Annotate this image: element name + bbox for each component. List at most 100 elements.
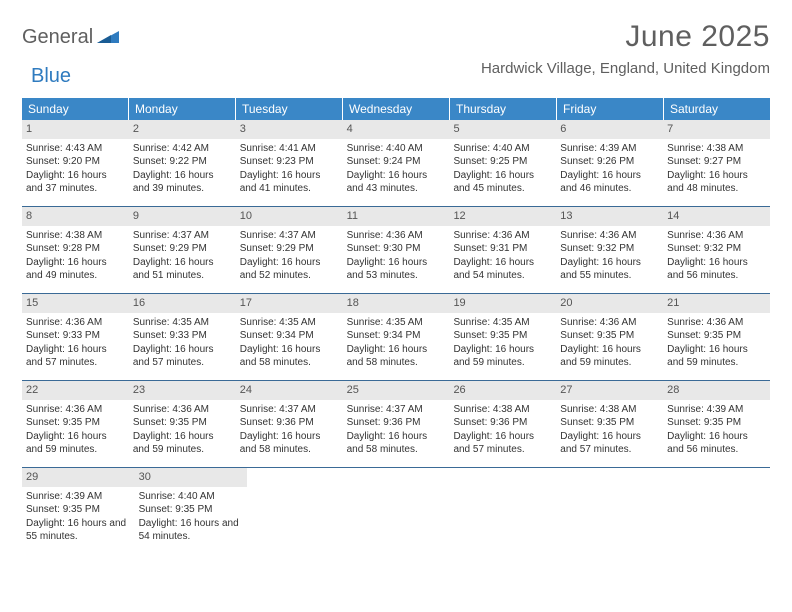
day-cell: 29 Sunrise: 4:39 AMSunset: 9:35 PMDayligh… bbox=[22, 468, 135, 554]
day-details: Sunrise: 4:39 AMSunset: 9:26 PMDaylight:… bbox=[560, 142, 659, 196]
empty-cell bbox=[352, 468, 457, 554]
day-number: 18 bbox=[343, 294, 450, 313]
day-cell: 27Sunrise: 4:38 AMSunset: 9:35 PMDayligh… bbox=[556, 381, 663, 467]
day-details: Sunrise: 4:35 AMSunset: 9:34 PMDaylight:… bbox=[240, 316, 339, 370]
day-details: Sunrise: 4:36 AMSunset: 9:32 PMDaylight:… bbox=[667, 229, 766, 283]
day-cell: 14 Sunrise: 4:36 AMSunset: 9:32 PMDayligh… bbox=[663, 207, 770, 293]
day-cell: 25 Sunrise: 4:37 AMSunset: 9:36 PMDayligh… bbox=[343, 381, 450, 467]
day-header: Wednesday bbox=[343, 98, 450, 120]
day-details: Sunrise: 4:37 AMSunset: 9:29 PMDaylight:… bbox=[240, 229, 339, 283]
day-details: Sunrise: 4:40 AMSunset: 9:25 PMDaylight:… bbox=[453, 142, 552, 196]
day-details: Sunrise: 4:38 AMSunset: 9:27 PMDaylight:… bbox=[667, 142, 766, 196]
logo-triangle-icon bbox=[97, 29, 119, 48]
day-number: 29 bbox=[22, 468, 135, 487]
day-number: 25 bbox=[343, 381, 450, 400]
day-details: Sunrise: 4:39 AMSunset: 9:35 PMDaylight:… bbox=[667, 403, 766, 457]
day-header: Monday bbox=[129, 98, 236, 120]
day-cell: 13 Sunrise: 4:36 AMSunset: 9:32 PMDayligh… bbox=[556, 207, 663, 293]
day-cell: 19 Sunrise: 4:35 AMSunset: 9:35 PMDayligh… bbox=[449, 294, 556, 380]
empty-cell bbox=[561, 468, 666, 554]
empty-cell bbox=[456, 468, 561, 554]
day-number: 15 bbox=[22, 294, 129, 313]
day-number: 22 bbox=[22, 381, 129, 400]
day-number: 12 bbox=[449, 207, 556, 226]
day-number: 26 bbox=[449, 381, 556, 400]
logo-word1: General bbox=[22, 26, 93, 49]
day-details: Sunrise: 4:37 AMSunset: 9:29 PMDaylight:… bbox=[133, 229, 232, 283]
day-number: 4 bbox=[343, 120, 450, 139]
day-cell: 16Sunrise: 4:35 AMSunset: 9:33 PMDayligh… bbox=[129, 294, 236, 380]
day-header: Thursday bbox=[450, 98, 557, 120]
day-cell: 30 Sunrise: 4:40 AMSunset: 9:35 PMDayligh… bbox=[135, 468, 248, 554]
day-details: Sunrise: 4:36 AMSunset: 9:35 PMDaylight:… bbox=[560, 316, 659, 370]
day-number: 21 bbox=[663, 294, 770, 313]
day-number: 6 bbox=[556, 120, 663, 139]
day-number: 17 bbox=[236, 294, 343, 313]
day-details: Sunrise: 4:43 AMSunset: 9:20 PMDaylight:… bbox=[26, 142, 125, 196]
day-cell: 8Sunrise: 4:38 AMSunset: 9:28 PMDaylight… bbox=[22, 207, 129, 293]
day-cell: 4 Sunrise: 4:40 AMSunset: 9:24 PMDaylight… bbox=[343, 120, 450, 206]
day-number: 13 bbox=[556, 207, 663, 226]
day-number: 10 bbox=[236, 207, 343, 226]
day-header-row: SundayMondayTuesdayWednesdayThursdayFrid… bbox=[22, 98, 770, 120]
logo-word2: Blue bbox=[31, 65, 71, 88]
day-cell: 11Sunrise: 4:36 AMSunset: 9:30 PMDayligh… bbox=[343, 207, 450, 293]
day-details: Sunrise: 4:35 AMSunset: 9:35 PMDaylight:… bbox=[453, 316, 552, 370]
day-number: 16 bbox=[129, 294, 236, 313]
day-details: Sunrise: 4:42 AMSunset: 9:22 PMDaylight:… bbox=[133, 142, 232, 196]
day-number: 23 bbox=[129, 381, 236, 400]
week-row: 29 Sunrise: 4:39 AMSunset: 9:35 PMDayligh… bbox=[22, 468, 770, 554]
day-number: 24 bbox=[236, 381, 343, 400]
day-number: 14 bbox=[663, 207, 770, 226]
day-number: 2 bbox=[129, 120, 236, 139]
day-number: 3 bbox=[236, 120, 343, 139]
day-cell: 18 Sunrise: 4:35 AMSunset: 9:34 PMDayligh… bbox=[343, 294, 450, 380]
day-details: Sunrise: 4:40 AMSunset: 9:24 PMDaylight:… bbox=[347, 142, 446, 196]
day-details: Sunrise: 4:37 AMSunset: 9:36 PMDaylight:… bbox=[240, 403, 339, 457]
week-row: 1 Sunrise: 4:43 AMSunset: 9:20 PMDaylight… bbox=[22, 120, 770, 207]
day-cell: 24 Sunrise: 4:37 AMSunset: 9:36 PMDayligh… bbox=[236, 381, 343, 467]
day-header: Friday bbox=[557, 98, 664, 120]
month-title: June 2025 bbox=[481, 20, 770, 54]
day-cell: 20 Sunrise: 4:36 AMSunset: 9:35 PMDayligh… bbox=[556, 294, 663, 380]
empty-cell bbox=[247, 468, 352, 554]
day-header: Sunday bbox=[22, 98, 129, 120]
day-number: 20 bbox=[556, 294, 663, 313]
day-details: Sunrise: 4:36 AMSunset: 9:35 PMDaylight:… bbox=[26, 403, 125, 457]
day-cell: 10 Sunrise: 4:37 AMSunset: 9:29 PMDayligh… bbox=[236, 207, 343, 293]
day-number: 30 bbox=[135, 468, 248, 487]
location-text: Hardwick Village, England, United Kingdo… bbox=[481, 60, 770, 77]
day-cell: 9Sunrise: 4:37 AMSunset: 9:29 PMDaylight… bbox=[129, 207, 236, 293]
day-details: Sunrise: 4:37 AMSunset: 9:36 PMDaylight:… bbox=[347, 403, 446, 457]
day-cell: 21 Sunrise: 4:36 AMSunset: 9:35 PMDayligh… bbox=[663, 294, 770, 380]
day-details: Sunrise: 4:35 AMSunset: 9:34 PMDaylight:… bbox=[347, 316, 446, 370]
day-number: 5 bbox=[449, 120, 556, 139]
day-details: Sunrise: 4:36 AMSunset: 9:35 PMDaylight:… bbox=[133, 403, 232, 457]
day-cell: 28 Sunrise: 4:39 AMSunset: 9:35 PMDayligh… bbox=[663, 381, 770, 467]
day-cell: 1 Sunrise: 4:43 AMSunset: 9:20 PMDaylight… bbox=[22, 120, 129, 206]
day-cell: 23 Sunrise: 4:36 AMSunset: 9:35 PMDayligh… bbox=[129, 381, 236, 467]
day-details: Sunrise: 4:40 AMSunset: 9:35 PMDaylight:… bbox=[139, 490, 244, 544]
day-cell: 5 Sunrise: 4:40 AMSunset: 9:25 PMDaylight… bbox=[449, 120, 556, 206]
day-details: Sunrise: 4:39 AMSunset: 9:35 PMDaylight:… bbox=[26, 490, 131, 544]
day-number: 28 bbox=[663, 381, 770, 400]
day-number: 1 bbox=[22, 120, 129, 139]
logo: General bbox=[22, 20, 121, 49]
day-cell: 3 Sunrise: 4:41 AMSunset: 9:23 PMDaylight… bbox=[236, 120, 343, 206]
day-details: Sunrise: 4:36 AMSunset: 9:35 PMDaylight:… bbox=[667, 316, 766, 370]
week-row: 8Sunrise: 4:38 AMSunset: 9:28 PMDaylight… bbox=[22, 207, 770, 294]
day-details: Sunrise: 4:36 AMSunset: 9:31 PMDaylight:… bbox=[453, 229, 552, 283]
day-cell: 12 Sunrise: 4:36 AMSunset: 9:31 PMDayligh… bbox=[449, 207, 556, 293]
day-details: Sunrise: 4:38 AMSunset: 9:36 PMDaylight:… bbox=[453, 403, 552, 457]
day-number: 7 bbox=[663, 120, 770, 139]
day-cell: 15 Sunrise: 4:36 AMSunset: 9:33 PMDayligh… bbox=[22, 294, 129, 380]
day-number: 19 bbox=[449, 294, 556, 313]
day-number: 27 bbox=[556, 381, 663, 400]
week-row: 15 Sunrise: 4:36 AMSunset: 9:33 PMDayligh… bbox=[22, 294, 770, 381]
calendar-grid: SundayMondayTuesdayWednesdayThursdayFrid… bbox=[22, 98, 770, 554]
day-details: Sunrise: 4:36 AMSunset: 9:32 PMDaylight:… bbox=[560, 229, 659, 283]
day-details: Sunrise: 4:41 AMSunset: 9:23 PMDaylight:… bbox=[240, 142, 339, 196]
day-details: Sunrise: 4:38 AMSunset: 9:28 PMDaylight:… bbox=[26, 229, 125, 283]
day-cell: 2 Sunrise: 4:42 AMSunset: 9:22 PMDaylight… bbox=[129, 120, 236, 206]
day-details: Sunrise: 4:36 AMSunset: 9:33 PMDaylight:… bbox=[26, 316, 125, 370]
